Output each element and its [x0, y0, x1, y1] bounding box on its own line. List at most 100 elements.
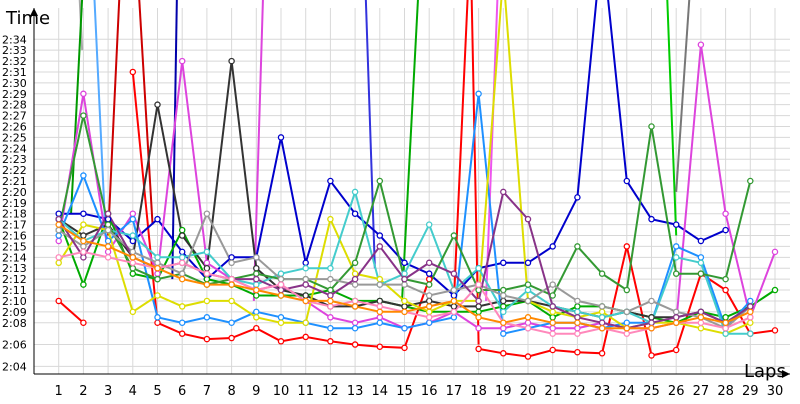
series-point [574, 297, 581, 305]
x-tick-label: 26 [668, 384, 685, 399]
series-offscale-segment [452, 0, 469, 301]
series-point [574, 303, 581, 310]
series-point [697, 237, 705, 245]
series-point [722, 210, 729, 217]
series-point [376, 275, 384, 283]
series-point [524, 353, 532, 360]
series-point [277, 314, 285, 321]
series-point [203, 335, 211, 343]
series-point [277, 281, 285, 288]
series-point [327, 286, 334, 294]
series-point [722, 286, 729, 294]
series-point [203, 314, 211, 321]
x-tick-label: 1 [55, 384, 63, 399]
series-point [500, 308, 507, 316]
series-point [253, 324, 260, 332]
series-point [203, 275, 211, 283]
series-point [425, 308, 433, 316]
series-point [327, 324, 334, 332]
y-tick-label: 2:14 [2, 251, 27, 264]
series-point [697, 308, 705, 316]
series-point [401, 270, 408, 277]
series-offscale-segment [666, 0, 678, 236]
series-point [55, 254, 62, 261]
series-point [425, 281, 433, 288]
series-point [80, 281, 87, 288]
series-point [697, 324, 705, 332]
series-point [154, 275, 161, 283]
series-point [771, 248, 779, 256]
series-point [203, 210, 211, 217]
x-tick-label: 2 [79, 384, 87, 399]
series-offscale-segment [78, 0, 84, 51]
series-offscale-segment [675, 0, 691, 192]
series-point [129, 270, 137, 277]
series-point [425, 292, 433, 299]
y-tick-label: 2:13 [2, 262, 27, 275]
series-point [500, 259, 507, 267]
series-point [401, 297, 408, 305]
series-point [672, 308, 680, 316]
x-tick-label: 5 [153, 384, 161, 399]
series-point [55, 226, 62, 234]
series-point [401, 303, 408, 310]
series-point [574, 308, 581, 316]
series-point [697, 41, 705, 48]
series-point [55, 210, 62, 217]
series-point [549, 292, 556, 299]
series-point [500, 350, 507, 357]
y-tick-label: 2:25 [2, 131, 27, 144]
series-point [327, 264, 334, 272]
series-point [697, 319, 705, 327]
series-point [771, 327, 779, 334]
series-offscale-segment [485, 0, 499, 301]
series-point [80, 112, 87, 119]
series-point [154, 292, 161, 299]
series-point [524, 297, 532, 305]
series-point [80, 90, 87, 98]
y-tick-label: 2:32 [2, 55, 27, 68]
series-point [129, 232, 137, 239]
series-point [623, 286, 631, 294]
series-point [253, 275, 260, 283]
x-tick-label: 15 [396, 384, 413, 399]
series-point [104, 243, 112, 250]
y-axis-title: Time [5, 8, 50, 29]
series-point [648, 123, 655, 130]
y-tick-label: 2:29 [2, 88, 27, 101]
series-offscale-segment [364, 0, 376, 269]
series-point [549, 314, 556, 321]
series-point [351, 297, 359, 305]
series-point [351, 210, 359, 217]
series-point [178, 319, 186, 327]
series-point [376, 232, 384, 239]
series-point [351, 319, 359, 327]
series-point [302, 333, 309, 341]
series-point [228, 259, 235, 267]
series-point [228, 254, 235, 261]
series-point [376, 319, 384, 327]
x-tick-label: 30 [767, 384, 784, 399]
series-point [722, 275, 729, 283]
series-point [623, 330, 631, 337]
y-tick-label: 2:06 [2, 339, 27, 352]
series-point [203, 264, 211, 272]
series-point [253, 314, 260, 321]
y-tick-labels: 2:04 2:06 2:082:092:102:112:122:132:142:15… [2, 33, 27, 373]
series-point [648, 352, 655, 359]
series-point [104, 221, 112, 228]
series-point [327, 338, 334, 345]
x-tick-label: 13 [347, 384, 364, 399]
series-point [327, 303, 334, 310]
x-tick-label: 6 [178, 384, 186, 399]
series-point [203, 281, 211, 288]
y-tick-label: 2:22 [2, 164, 27, 177]
x-tick-label: 14 [372, 384, 389, 399]
series-point [277, 275, 285, 283]
x-axis-title: Laps [744, 361, 786, 382]
x-tick-label: 21 [544, 384, 561, 399]
series-point [327, 215, 334, 223]
y-axis-arrow [30, 8, 38, 16]
y-tick-label: 2:19 [2, 197, 27, 210]
